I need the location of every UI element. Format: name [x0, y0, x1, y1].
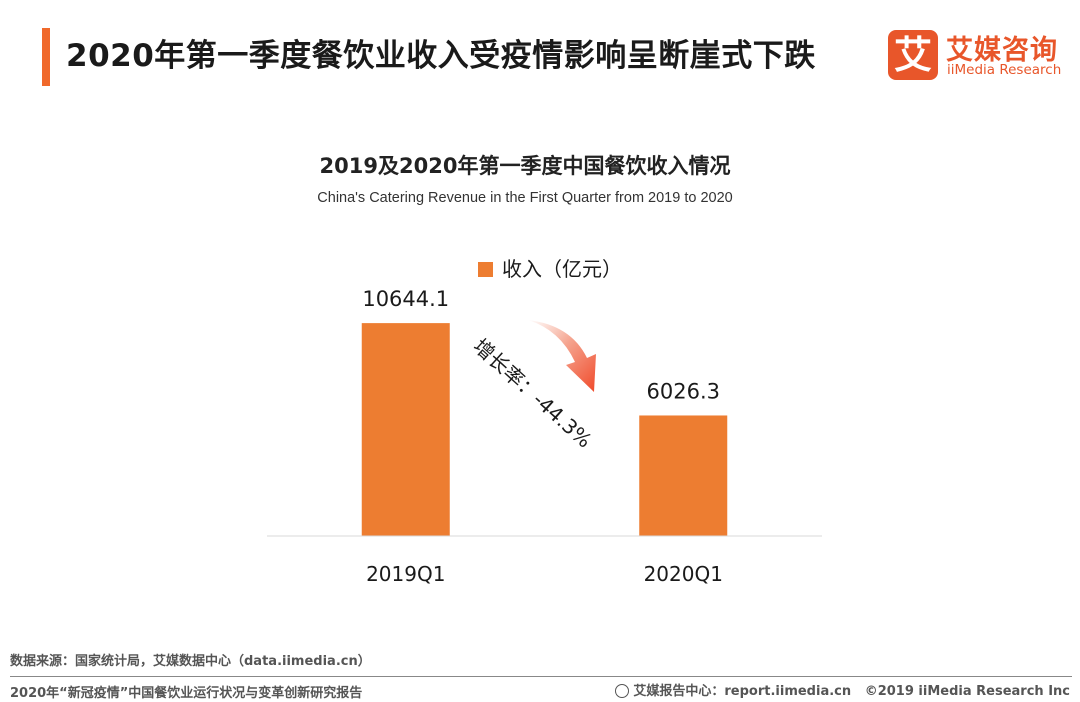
brand-logo: 艾 艾媒咨询 iiMedia Research [888, 30, 1068, 84]
chart-title: 2019及2020年第一季度中国餐饮收入情况 [319, 154, 731, 178]
logo-mark-icon: 艾 [888, 30, 938, 80]
legend-label: 收入（亿元） [502, 257, 622, 281]
report-name: 2020年“新冠疫情”中国餐饮业运行状况与变革创新研究报告 [10, 686, 363, 701]
x-tick-label-2019Q1: 2019Q1 [366, 562, 445, 586]
decline-arrow-icon [528, 320, 596, 392]
data-label-2020Q1: 6026.3 [647, 379, 720, 403]
bar-2019Q1 [361, 323, 450, 536]
logo-text-cn: 艾媒咨询 [946, 35, 1058, 66]
title-accent-bar [42, 28, 50, 86]
chart-subtitle: China's Catering Revenue in the First Qu… [317, 190, 733, 206]
x-tick-label-2020Q1: 2020Q1 [644, 562, 723, 586]
data-source: 数据来源：国家统计局，艾媒数据中心（data.iimedia.cn） [10, 654, 371, 669]
report-center-link[interactable]: 艾媒报告中心：report.iimedia.cn [633, 684, 852, 699]
logo-text-en: iiMedia Research [947, 62, 1062, 78]
globe-icon [615, 684, 630, 698]
legend-swatch [478, 262, 493, 277]
copyright: ©2019 iiMedia Research Inc [864, 684, 1070, 699]
page-title: 2020年第一季度餐饮业收入受疫情影响呈断崖式下跌 [66, 38, 816, 74]
bar-2020Q1 [639, 415, 728, 536]
data-label-2019Q1: 10644.1 [362, 287, 449, 311]
footer-divider [10, 676, 1072, 677]
footer-right: 艾媒报告中心：report.iimedia.cn ©2019 iiMedia R… [615, 680, 1070, 699]
